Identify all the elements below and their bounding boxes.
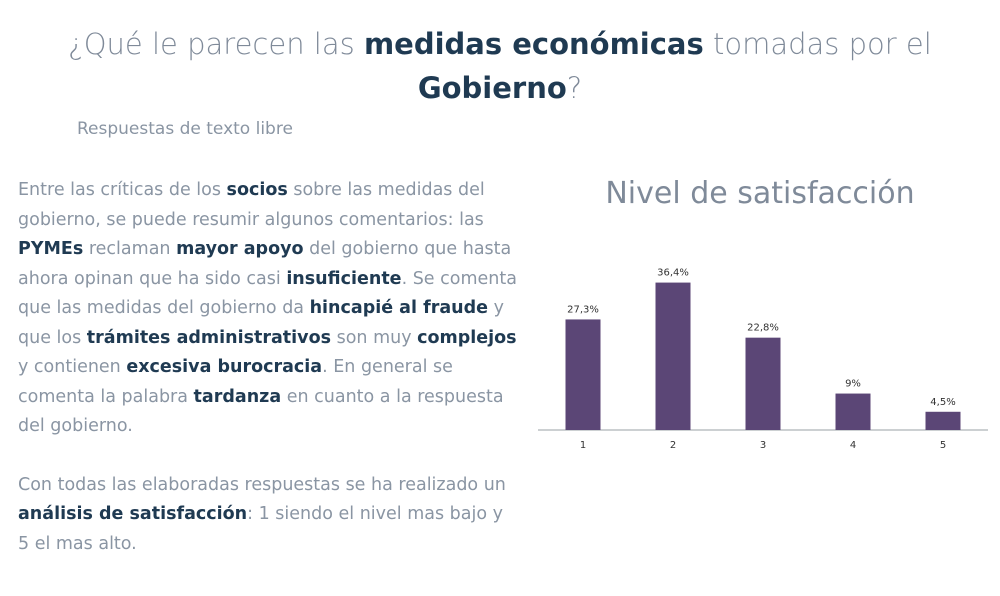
bar-4: [835, 393, 871, 430]
bar-5: [925, 411, 961, 430]
text-run: : 1 siendo el nivel mas bajo y 5 el mas …: [18, 504, 503, 554]
x-tick-label-2: 2: [670, 440, 676, 451]
text-run: Entre las críticas de los: [18, 180, 227, 200]
title-emphasis-measures: medidas económicas: [363, 27, 704, 61]
emphasized-text: hincapié al fraude: [309, 298, 488, 318]
text-run: . En general se comenta la palabra: [18, 357, 453, 407]
title-text: ?: [566, 71, 583, 105]
emphasized-text: socios: [226, 180, 288, 200]
x-tick-label-1: 1: [580, 440, 586, 451]
text-run: sobre las medidas del gobierno, se puede…: [18, 180, 485, 230]
x-tick-label-4: 4: [850, 440, 856, 451]
summary-paragraph-2: Con todas las elaboradas respuestas se h…: [18, 471, 518, 560]
x-tick-label-5: 5: [940, 440, 946, 451]
data-label-5: 4,5%: [930, 397, 955, 408]
data-label-3: 22,8%: [747, 323, 779, 334]
text-run: en cuanto a la respuesta del gobierno.: [18, 386, 504, 437]
text-run: reclaman: [83, 239, 177, 259]
text-run: son muy: [331, 327, 418, 348]
chart-title: Nivel de satisfacción: [605, 176, 915, 211]
emphasized-text: complejos: [417, 327, 517, 348]
emphasized-text: tardanza: [193, 386, 282, 407]
emphasized-text: análisis de satisfacción: [18, 504, 248, 524]
title-emphasis-government: Gobierno: [417, 71, 567, 105]
data-label-1: 27,3%: [567, 304, 599, 315]
emphasized-text: excesiva burocracia: [126, 357, 323, 377]
bar-2: [655, 282, 691, 430]
emphasized-text: trámites administrativos: [86, 327, 332, 348]
summary-paragraph-1: Entre las críticas de los socios sobre l…: [18, 176, 518, 442]
data-label-2: 36,4%: [657, 268, 689, 279]
satisfaction-bar-chart: 27,3% 1 36,4% 2 22,8% 3 9% 4 4,5% 5: [538, 268, 988, 451]
text-run: y que los: [18, 298, 504, 348]
text-run: Con todas las elaboradas respuestas se h…: [18, 474, 506, 495]
text-run: . Se comenta que las medidas del gobiern…: [18, 268, 517, 319]
bar-3: [745, 337, 781, 430]
emphasized-text: PYMEs: [18, 239, 84, 259]
emphasized-text: insuficiente: [286, 268, 402, 289]
title-text: ¿Qué le parecen las: [68, 27, 364, 61]
data-label-4: 9%: [845, 379, 861, 390]
x-tick-label-3: 3: [760, 440, 766, 451]
title-text: tomadas por el: [703, 27, 932, 61]
summary-text: Entre las críticas de los socios sobre l…: [18, 176, 518, 559]
emphasized-text: mayor apoyo: [176, 239, 304, 259]
page-title: ¿Qué le parecen las medidas económicas t…: [0, 22, 1000, 110]
text-run: y contienen: [18, 357, 127, 377]
subtitle: Respuestas de texto libre: [77, 119, 293, 139]
text-run: del gobierno que hasta ahora opinan que …: [18, 239, 512, 289]
bar-1: [565, 319, 601, 430]
